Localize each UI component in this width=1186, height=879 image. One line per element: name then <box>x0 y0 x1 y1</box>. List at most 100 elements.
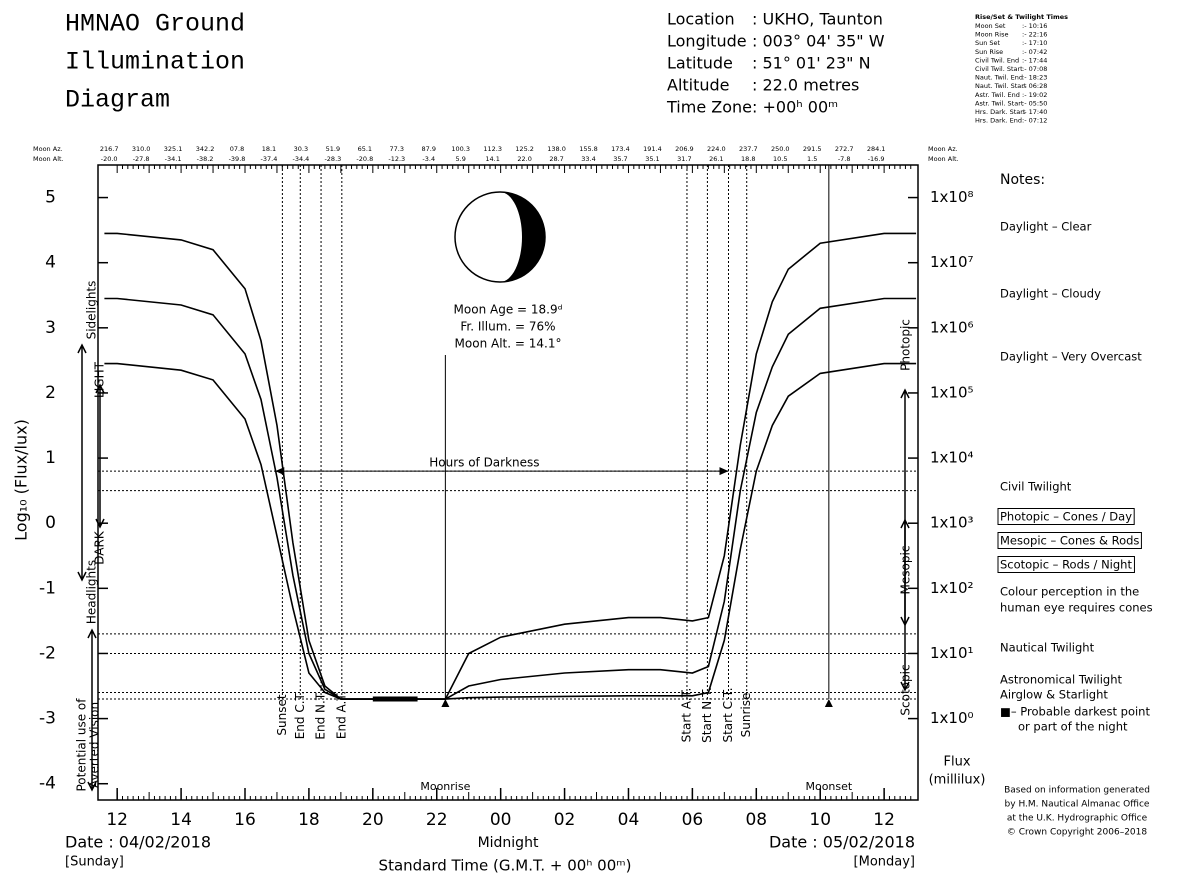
x-tick-label: 22 <box>426 810 448 830</box>
rise-set-key: Hrs. Dark. Start <box>975 108 1026 116</box>
y2-tick-label: 1x10² <box>930 579 974 597</box>
y-tick-label: 2 <box>45 383 56 403</box>
title-line: Diagram <box>65 86 170 115</box>
footer-text: [Monday] <box>854 855 915 870</box>
top-row-label: Moon Alt. <box>928 155 959 163</box>
event-label: Start A.T. <box>679 688 693 743</box>
moon-az: 224.0 <box>707 145 726 153</box>
moon-az: 77.3 <box>390 145 404 153</box>
x-tick-label: 10 <box>809 810 831 830</box>
moon-info: Fr. Illum. = 76% <box>460 320 555 334</box>
footer-text: [Sunday] <box>65 855 124 870</box>
rise-set-key: Civil Twil. End <box>975 56 1019 64</box>
rise-set-key: Astr. Twil. Start <box>975 99 1024 107</box>
side-label: LIGHT <box>93 361 107 398</box>
rise-set-key: Naut. Twil. Start <box>975 82 1027 90</box>
side-label: Scotopic <box>899 664 913 715</box>
event-label: Start C.T. <box>721 687 735 742</box>
moon-alt: -12.3 <box>388 155 405 163</box>
note: Notes: <box>1000 172 1045 188</box>
note: Mesopic – Cones & Rods <box>1000 534 1139 548</box>
footer-text: Date : 04/02/2018 <box>65 833 211 852</box>
side-label: Averted Vision <box>88 702 102 788</box>
moon-az: 112.3 <box>483 145 502 153</box>
x-tick-label: 20 <box>362 810 384 830</box>
moon-az: 100.3 <box>451 145 470 153</box>
moon-alt: -28.3 <box>324 155 341 163</box>
note-box <box>997 556 1135 573</box>
y-tick-label: 3 <box>45 318 56 338</box>
location-key: Altitude <box>667 76 730 95</box>
event-label: Sunset <box>275 694 289 735</box>
moon-alt: -20.0 <box>101 155 118 163</box>
event-label: End A.T. <box>334 691 348 739</box>
moon-alt: 35.7 <box>613 155 627 163</box>
y-tick-label: -3 <box>39 709 56 729</box>
moon-info: Moon Age = 18.9ᵈ <box>454 303 563 317</box>
y2-tick-label: 1x10⁵ <box>930 383 974 401</box>
location-value: : 22.0 metres <box>752 76 859 95</box>
x-tick-label: 16 <box>234 810 256 830</box>
rise-set-key: Astr. Twil. End <box>975 91 1020 99</box>
y-tick-label: 5 <box>45 188 56 208</box>
footer-text: Standard Time (G.M.T. + 00ʰ 00ᵐ) <box>379 857 632 875</box>
note: Nautical Twilight <box>1000 641 1095 655</box>
moon-az: 30.3 <box>294 145 308 153</box>
rise-set-value: :- 18:23 <box>1022 74 1047 82</box>
moon-alt: 33.4 <box>581 155 595 163</box>
top-row-label: Moon Alt. <box>33 155 64 163</box>
y-tick-label: 0 <box>45 513 56 533</box>
scale-arrow <box>87 628 97 792</box>
rise-set-key: Sun Rise <box>975 48 1003 56</box>
moon-az: 18.1 <box>262 145 276 153</box>
rise-set-value: :- 22:16 <box>1022 31 1047 39</box>
daylight-curve <box>104 232 917 700</box>
moon-az: 284.1 <box>867 145 886 153</box>
note: Daylight – Clear <box>1000 220 1092 234</box>
y-tick-label: -1 <box>39 578 56 598</box>
moon-az: 272.7 <box>835 145 854 153</box>
title-line: Illumination <box>65 48 245 77</box>
note: Daylight – Cloudy <box>1000 287 1101 301</box>
location-value: : +00ʰ 00ᵐ <box>752 98 838 117</box>
moon-alt: -34.4 <box>292 155 309 163</box>
event-label: Sunrise <box>739 693 753 738</box>
event-label: End C.T. <box>293 691 307 740</box>
note: human eye requires cones <box>1000 601 1153 615</box>
x-tick-label: 14 <box>170 810 192 830</box>
note: Civil Twilight <box>1000 480 1072 494</box>
credit: at the U.K. Hydrographic Office <box>1007 814 1148 824</box>
moon-alt: -7.8 <box>838 155 851 163</box>
y2-tick-label: 1x10⁷ <box>930 253 974 271</box>
moon-alt: 14.1 <box>485 155 499 163</box>
rise-set-value: :- 17:40 <box>1022 108 1047 116</box>
moon-az: 155.8 <box>579 145 598 153</box>
moon-alt: 5.9 <box>456 155 466 163</box>
y2-axis-title: Flux <box>943 755 970 770</box>
x-tick-label: 08 <box>745 810 767 830</box>
moon-alt: 26.1 <box>709 155 723 163</box>
y2-tick-label: 1x10³ <box>930 514 974 532</box>
moon-az: 191.4 <box>643 145 662 153</box>
moon-alt: 18.8 <box>741 155 755 163</box>
rise-set-key: Civil Twil. Start <box>975 65 1023 73</box>
y-tick-label: -4 <box>39 774 56 794</box>
moon-az: 51.9 <box>326 145 340 153</box>
rise-set-value: :- 19:02 <box>1022 91 1047 99</box>
moon-az: 216.7 <box>100 145 119 153</box>
moon-alt: 28.7 <box>549 155 563 163</box>
rise-set-key: Moon Rise <box>975 31 1008 39</box>
event-label: Start N.T. <box>700 687 714 743</box>
note: Daylight – Very Overcast <box>1000 350 1142 364</box>
rise-set-key: Sun Set <box>975 39 1001 47</box>
darkness-label: Hours of Darkness <box>429 456 539 470</box>
moon-az: 65.1 <box>358 145 372 153</box>
x-tick-label: 00 <box>490 810 512 830</box>
y2-tick-label: 1x10⁶ <box>930 318 974 336</box>
daylight-curve <box>104 362 917 700</box>
x-tick-label: 12 <box>873 810 895 830</box>
x-tick-label: 06 <box>682 810 704 830</box>
side-label: Headlights <box>85 560 99 624</box>
note: Scotopic – Rods / Night <box>1000 558 1132 572</box>
top-row-label: Moon Az. <box>928 145 958 153</box>
